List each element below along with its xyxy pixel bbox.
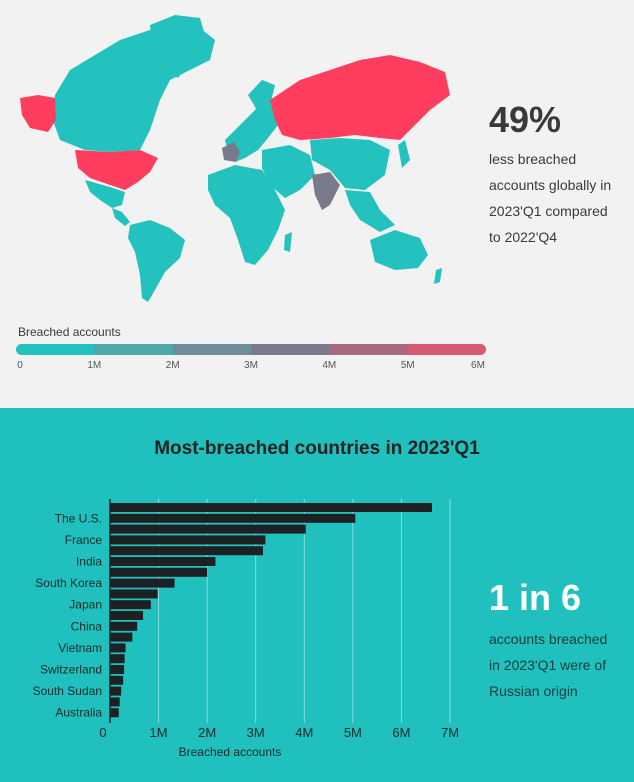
category-label: India bbox=[76, 555, 102, 569]
global-stat-line: accounts globally in bbox=[489, 177, 612, 193]
map-usa bbox=[75, 150, 158, 190]
category-label: The U.S. bbox=[55, 511, 102, 525]
legend-swatch bbox=[329, 344, 408, 355]
bar bbox=[110, 503, 433, 512]
map-france-spain bbox=[222, 142, 240, 162]
bar bbox=[110, 708, 119, 718]
x-tick-label: 0 bbox=[99, 725, 106, 740]
legend-tick: 1M bbox=[87, 360, 102, 371]
bar bbox=[110, 513, 356, 523]
global-stat-value: 49% bbox=[489, 99, 562, 140]
map-mexico bbox=[85, 180, 125, 208]
map-south-america bbox=[128, 220, 185, 302]
russia-stat-line: accounts breached bbox=[489, 631, 608, 647]
bar bbox=[110, 632, 133, 642]
global-stat-text: less breached accounts globally in 2023'… bbox=[489, 146, 629, 250]
map-europe bbox=[225, 100, 280, 162]
bar bbox=[110, 589, 158, 599]
map-russia bbox=[270, 55, 450, 140]
legend-swatch bbox=[172, 344, 251, 355]
chart-section: Most-breached countries in 2023'Q1 0 1M 2M… bbox=[0, 408, 634, 782]
legend-title: Breached accounts bbox=[18, 325, 121, 339]
bar bbox=[110, 697, 120, 707]
legend-swatch bbox=[94, 344, 173, 355]
map-scandinavia bbox=[248, 80, 275, 112]
global-stat: 49% less breached accounts globally in 2… bbox=[489, 100, 629, 250]
map-australia bbox=[370, 230, 428, 270]
map-africa bbox=[208, 165, 285, 265]
world-map bbox=[20, 15, 450, 302]
global-stat-line: less breached bbox=[489, 151, 577, 167]
russia-stat-line: Russian origin bbox=[489, 683, 578, 699]
map-central-america bbox=[112, 208, 130, 226]
map-japan bbox=[398, 140, 410, 168]
x-tick-label: 3M bbox=[247, 725, 265, 740]
bar bbox=[110, 535, 266, 545]
bar bbox=[110, 665, 125, 674]
map-madagascar bbox=[284, 232, 292, 252]
x-tick-label: 4M bbox=[295, 725, 313, 740]
bar bbox=[110, 524, 306, 534]
map-new-zealand bbox=[434, 268, 442, 284]
bar bbox=[110, 600, 151, 610]
x-axis-label: Breached accounts bbox=[179, 745, 282, 759]
legend-tick: 0 bbox=[17, 360, 23, 371]
bar bbox=[110, 567, 208, 577]
bar bbox=[110, 621, 138, 631]
bar bbox=[110, 557, 216, 566]
legend-tick: 3M bbox=[244, 360, 258, 371]
legend-swatch bbox=[250, 344, 330, 355]
russia-stat-text: accounts breached in 2023'Q1 were of Rus… bbox=[489, 626, 629, 704]
russia-stat-line: in 2023'Q1 were of bbox=[489, 657, 607, 673]
legend-tick: 2M bbox=[165, 360, 180, 371]
legend-swatch bbox=[407, 344, 486, 355]
x-tick-label: 5M bbox=[344, 725, 362, 740]
map-india bbox=[312, 172, 340, 210]
bar bbox=[110, 578, 175, 588]
legend-color-scale bbox=[16, 344, 486, 355]
map-middle-east bbox=[262, 145, 315, 198]
chart-title: Most-breached countries in 2023'Q1 bbox=[154, 438, 480, 459]
bar bbox=[110, 686, 122, 696]
x-tick-label: 7M bbox=[441, 725, 459, 740]
legend-tick: 4M bbox=[322, 360, 337, 371]
legend-tick: 5M bbox=[400, 360, 415, 371]
bar bbox=[110, 654, 125, 664]
category-label: Japan bbox=[69, 598, 102, 612]
legend-tick: 6M bbox=[471, 360, 485, 371]
bar bbox=[110, 675, 124, 685]
legend-swatch bbox=[16, 344, 95, 355]
bar-chart: 0 1M 2M 3M 4M 5M 6M 7M The U.S. France India South … bbox=[33, 499, 459, 759]
category-label: Vietnam bbox=[58, 641, 102, 655]
category-label: China bbox=[71, 619, 103, 633]
bar bbox=[110, 643, 126, 653]
category-label: Australia bbox=[55, 706, 102, 720]
map-section: 49% less breached accounts globally in 2… bbox=[16, 15, 629, 371]
category-label: South Korea bbox=[35, 576, 102, 590]
map-southeast-asia bbox=[345, 190, 395, 232]
x-tick-label: 2M bbox=[198, 725, 216, 740]
russia-stat: 1 in 6 accounts breached in 2023'Q1 were… bbox=[489, 578, 629, 704]
category-label: Switzerland bbox=[40, 663, 102, 677]
map-alaska bbox=[20, 95, 56, 132]
bar bbox=[110, 611, 144, 620]
category-label: France bbox=[65, 533, 103, 547]
category-label: South Sudan bbox=[33, 684, 102, 698]
map-china bbox=[310, 138, 390, 190]
bar bbox=[110, 546, 263, 556]
global-stat-line: 2023'Q1 compared bbox=[489, 203, 608, 219]
x-tick-label: 6M bbox=[392, 725, 410, 740]
x-tick-label: 1M bbox=[150, 725, 168, 740]
russia-stat-value: 1 in 6 bbox=[489, 577, 582, 618]
global-stat-line: to 2022'Q4 bbox=[489, 229, 558, 245]
map-greenland bbox=[150, 15, 205, 78]
